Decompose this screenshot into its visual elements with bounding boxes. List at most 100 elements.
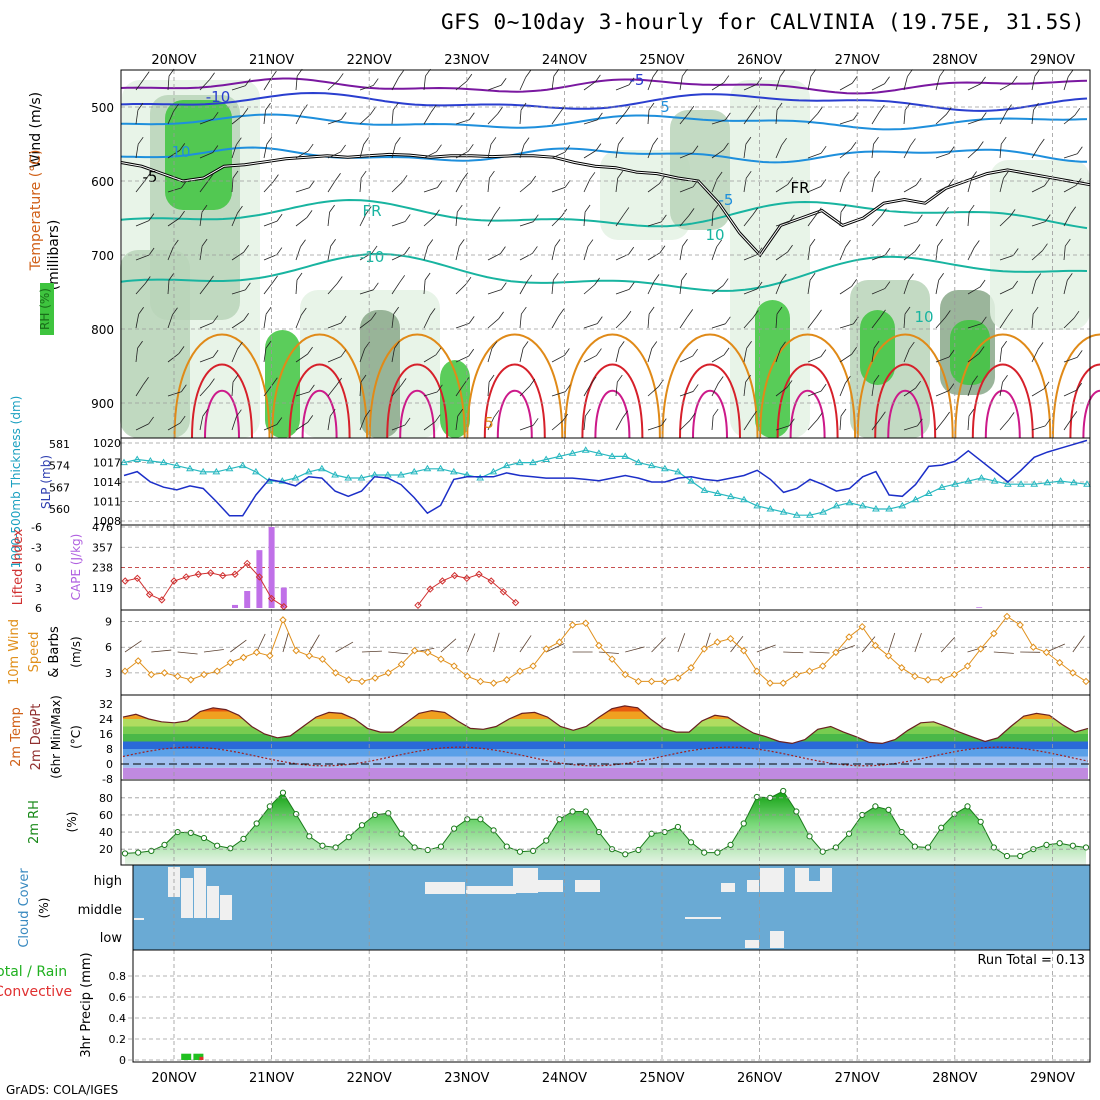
cloud-axis-label: Cloud Cover bbox=[17, 868, 32, 948]
wind-barb-flag bbox=[243, 313, 249, 321]
wind-barb-flag bbox=[850, 142, 857, 150]
wind-barb bbox=[493, 632, 500, 653]
wind-barb-flag bbox=[212, 349, 219, 358]
wind-barb bbox=[455, 384, 465, 397]
thickness-marker bbox=[120, 458, 128, 466]
wind-barb bbox=[295, 391, 310, 397]
wind-barb bbox=[359, 213, 367, 227]
rh-marker bbox=[1017, 852, 1024, 860]
low-level-isotherm bbox=[399, 390, 436, 439]
rh-marker bbox=[1082, 844, 1090, 851]
wind-barb-flag bbox=[236, 137, 242, 145]
wind-barb-flag bbox=[752, 207, 759, 216]
wind-barb bbox=[807, 113, 818, 125]
wind-barb bbox=[935, 213, 944, 227]
rh-marker bbox=[938, 824, 945, 831]
wind-barb bbox=[775, 76, 781, 91]
wind-barb bbox=[519, 221, 534, 227]
wind-speed-marker bbox=[173, 672, 182, 681]
wind-barb bbox=[871, 215, 882, 227]
wind-barb bbox=[711, 212, 714, 227]
wind-barb bbox=[711, 246, 718, 261]
wind-barb bbox=[967, 416, 970, 431]
rh-marker bbox=[398, 830, 405, 837]
wind-barb-flag bbox=[306, 210, 313, 218]
precip-total-label: Total / Rain bbox=[0, 964, 67, 980]
thickness-marker bbox=[845, 498, 854, 506]
wind-barb-flag bbox=[904, 102, 911, 111]
rh-marker bbox=[674, 823, 682, 831]
wind-barb bbox=[871, 316, 881, 329]
rh-marker bbox=[345, 834, 352, 841]
wind-barb bbox=[167, 76, 170, 91]
thickness-marker bbox=[990, 477, 999, 484]
temperature-bands bbox=[123, 705, 1088, 779]
wind-speed-marker bbox=[924, 676, 932, 684]
contour-label: 5 bbox=[484, 414, 494, 432]
wind-barb bbox=[775, 221, 790, 227]
wind-barb-flag bbox=[1033, 102, 1039, 111]
wind-barb bbox=[871, 382, 875, 397]
wind-speed-marker bbox=[450, 662, 458, 670]
wind-barb bbox=[487, 84, 502, 91]
wind-barb bbox=[487, 178, 490, 193]
lifted-index-marker bbox=[499, 588, 508, 596]
rh-marker bbox=[622, 851, 629, 858]
wind-barb-flag bbox=[370, 107, 376, 115]
cloud-block bbox=[745, 940, 759, 948]
wind-speed-marker bbox=[805, 667, 814, 675]
wind-barb bbox=[295, 353, 308, 363]
rh-marker bbox=[411, 844, 418, 851]
rh-marker bbox=[556, 816, 563, 823]
temperature-tick-label: 16 bbox=[99, 728, 113, 741]
wind-barb bbox=[295, 187, 310, 193]
wind-barb-flag bbox=[880, 309, 886, 318]
wind-barb bbox=[308, 634, 320, 653]
cloud-block bbox=[820, 868, 832, 892]
wind-barb bbox=[263, 77, 272, 91]
rh-marker bbox=[464, 816, 471, 823]
wind-barb-flag bbox=[648, 306, 655, 315]
thickness-marker bbox=[1083, 480, 1091, 487]
wind-barb-flag bbox=[404, 214, 411, 222]
wind-barb-flag bbox=[820, 383, 827, 392]
wind-barb-flag bbox=[873, 340, 880, 349]
thickness-marker bbox=[344, 474, 353, 481]
wind-barb-flag bbox=[809, 238, 816, 247]
wind-barb bbox=[903, 251, 916, 261]
wind-speed-marker bbox=[318, 655, 327, 663]
wind-barb bbox=[455, 212, 458, 227]
wind-barb-flag bbox=[1073, 310, 1080, 319]
wind-barb bbox=[967, 286, 981, 295]
wind-side-label: Wind (m/s) bbox=[28, 92, 44, 168]
lifted-index-marker bbox=[133, 574, 142, 583]
wind-barb-flag bbox=[723, 347, 730, 356]
thickness-marker bbox=[1043, 478, 1052, 486]
wind-barb-flag bbox=[1076, 382, 1083, 391]
wind-barb-flag bbox=[430, 104, 437, 113]
temperature-axis-label-d: (°C) bbox=[69, 725, 83, 749]
wind-barb-flag bbox=[1012, 248, 1019, 256]
wind-barb-flag bbox=[1067, 69, 1074, 77]
wind-barb bbox=[487, 417, 495, 431]
wind-barb-flag bbox=[915, 177, 922, 186]
li-tick-label: -6 bbox=[31, 521, 42, 534]
rh-shading bbox=[950, 320, 990, 385]
thickness-marker bbox=[331, 470, 339, 478]
wind-barb bbox=[861, 636, 876, 653]
wind-barb bbox=[135, 383, 144, 397]
wind-speed-marker bbox=[819, 662, 827, 670]
wind-barb-flag bbox=[596, 348, 602, 356]
rh-marker bbox=[687, 839, 695, 846]
wind-barb bbox=[199, 246, 203, 261]
wind-barb-flag bbox=[179, 143, 186, 151]
wind-barb bbox=[519, 385, 531, 397]
wind-barb bbox=[583, 246, 589, 261]
wind-speed-marker bbox=[397, 660, 406, 669]
wind-barb bbox=[615, 178, 619, 193]
wind-barb-flag bbox=[178, 346, 185, 354]
wind-speed-marker bbox=[279, 616, 287, 624]
wind-barb bbox=[359, 252, 373, 261]
wind-barb bbox=[263, 348, 267, 363]
low-level-isotherm bbox=[984, 390, 1021, 439]
